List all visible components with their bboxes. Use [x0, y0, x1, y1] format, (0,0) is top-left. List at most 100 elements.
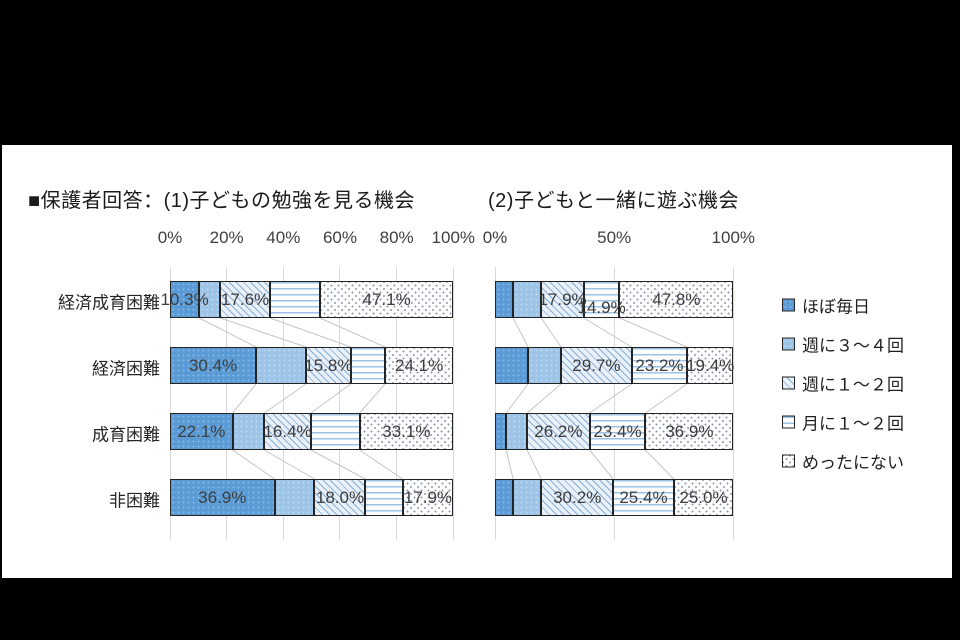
legend-swatch-icon	[782, 376, 795, 390]
bar-segment	[495, 281, 514, 318]
bar-segment	[589, 413, 646, 450]
bar-segment	[319, 281, 454, 318]
bar-row	[495, 413, 734, 450]
data-label: 29.7%	[572, 355, 621, 375]
series-connector-line	[540, 317, 562, 348]
bar-segment	[170, 413, 233, 450]
legend-item: 月に１～２回	[782, 410, 904, 435]
series-connector-line	[589, 383, 633, 414]
legend-swatch-icon	[782, 337, 795, 351]
legend-item: ほぼ毎日	[782, 293, 870, 318]
bar-row	[170, 347, 454, 384]
axis-tick-label: 60%	[322, 228, 357, 247]
legend-label: ほぼ毎日	[802, 297, 870, 317]
bar-segment	[264, 413, 311, 450]
data-label: 19.4%	[686, 355, 735, 375]
axis-tick-label: 0%	[157, 228, 183, 247]
gridline	[339, 267, 341, 540]
series-connector-line	[319, 317, 386, 348]
data-label: 17.6%	[220, 289, 270, 309]
data-label: 36.9%	[198, 487, 247, 507]
bar-segment	[232, 413, 265, 450]
axis-tick-label: 40%	[266, 228, 301, 247]
category-label: 成育困難	[92, 425, 160, 444]
legend-swatch-icon	[782, 298, 795, 312]
series-connector-line	[505, 449, 514, 480]
axis-tick-label: 80%	[379, 228, 414, 247]
category-label: 経済成育困難	[58, 293, 160, 312]
gridline	[396, 267, 398, 540]
series-connector-line	[232, 449, 275, 480]
category-label: 非困難	[109, 491, 160, 510]
legend-swatch-icon	[782, 415, 795, 429]
bar-segment	[170, 347, 257, 384]
series-connector-line	[359, 449, 403, 480]
gridline	[494, 267, 496, 540]
data-label: 36.9%	[665, 421, 714, 441]
bar-row	[170, 479, 454, 516]
bar-segment	[619, 281, 734, 318]
gridline	[732, 267, 734, 540]
bar-row	[495, 347, 734, 384]
data-label: 22.1%	[177, 421, 226, 441]
data-label: 23.4%	[593, 421, 642, 441]
series-connector-line	[264, 383, 307, 414]
series-connector-line	[269, 317, 351, 348]
bar-segment	[220, 281, 270, 318]
bar-row	[495, 479, 734, 516]
bar-segment	[561, 347, 632, 384]
data-label: 24.1%	[395, 355, 444, 375]
series-connector-line	[512, 317, 529, 348]
bar-segment	[495, 347, 529, 384]
bar-segment	[527, 413, 590, 450]
legend-swatch-icon	[782, 454, 795, 468]
data-label: 17.9%	[538, 289, 587, 309]
bar-segment	[495, 413, 507, 450]
bar-row	[495, 281, 734, 318]
bar-segment	[541, 479, 614, 516]
series-connector-line	[505, 383, 529, 414]
axis-tick-label: 20%	[209, 228, 244, 247]
legend-item: めったにない	[782, 449, 904, 474]
bar-segment	[513, 479, 542, 516]
bar-row	[170, 413, 454, 450]
data-label: 30.2%	[553, 487, 602, 507]
bar-segment	[256, 347, 306, 384]
bar-segment	[495, 479, 514, 516]
legend-item: 週に１～２回	[782, 371, 904, 396]
gridline	[282, 267, 284, 540]
series-connector-line	[619, 317, 688, 348]
gridline	[226, 267, 228, 540]
bar-segment	[270, 281, 320, 318]
data-label: 16.4%	[263, 421, 312, 441]
series-connector-line	[589, 449, 614, 480]
chart-title-right: (2)子どもと一緒に遊ぶ機会	[488, 190, 740, 212]
bar-segment	[528, 347, 561, 384]
bar-segment	[645, 413, 734, 450]
chart-panel	[2, 145, 952, 578]
bar-segment	[314, 479, 366, 516]
bar-segment	[365, 479, 403, 516]
bar-segment	[310, 413, 360, 450]
data-label: 47.8%	[652, 289, 701, 309]
bar-segment	[506, 413, 528, 450]
bar-segment	[170, 281, 200, 318]
bar-segment	[583, 281, 620, 318]
bar-row	[170, 281, 454, 318]
data-label: 17.9%	[403, 487, 453, 507]
legend-label: 月に１～２回	[802, 414, 904, 434]
axis-tick-label: 50%	[597, 228, 632, 247]
data-label: 47.1%	[362, 289, 411, 309]
data-label: 23.2%	[635, 355, 684, 375]
category-label: 経済困難	[92, 359, 160, 378]
gridline	[169, 267, 171, 540]
bar-segment	[631, 347, 688, 384]
axis-tick-label: 0%	[482, 228, 508, 247]
series-connector-line	[310, 383, 352, 414]
data-label: 15.8%	[304, 355, 353, 375]
series-connector-line	[198, 317, 257, 348]
gridline	[613, 267, 615, 540]
bar-segment	[402, 479, 454, 516]
